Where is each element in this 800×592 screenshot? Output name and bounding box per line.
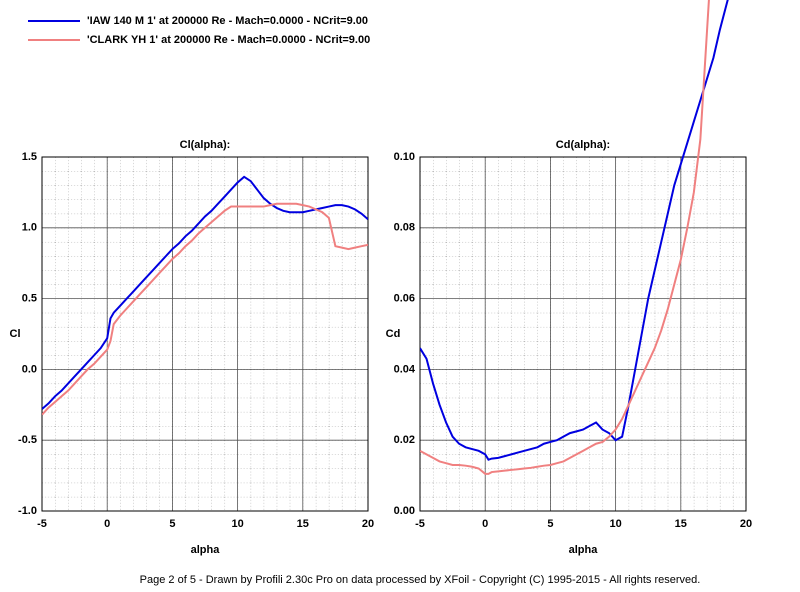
x-tick-label: 15 [675, 518, 687, 530]
x-tick-label: -5 [37, 518, 47, 530]
legend-label: 'IAW 140 M 1' at 200000 Re - Mach=0.0000… [87, 15, 368, 27]
y-tick-label: 0.08 [394, 222, 415, 234]
y-tick-label: 0.04 [394, 363, 416, 375]
x-tick-label: 0 [104, 518, 110, 530]
series-line [420, 0, 710, 475]
y-tick-label: 0.5 [22, 293, 37, 305]
x-tick-label: 10 [231, 518, 243, 530]
series-line [42, 202, 368, 416]
y-tick-label: 0.00 [394, 505, 415, 517]
footer: Page 2 of 5 - Drawn by Profili 2.30c Pro… [140, 574, 701, 586]
y-tick-label: 0.02 [394, 434, 415, 446]
x-tick-label: 20 [362, 518, 374, 530]
y-tick-label: -0.5 [18, 434, 37, 446]
x-axis-label: alpha [569, 544, 599, 556]
x-tick-label: 0 [482, 518, 488, 530]
y-tick-label: 0.06 [394, 293, 415, 305]
x-tick-label: 5 [169, 518, 175, 530]
y-axis-label: Cl [10, 328, 21, 340]
legend-label: 'CLARK YH 1' at 200000 Re - Mach=0.0000 … [87, 34, 370, 46]
x-tick-label: 15 [297, 518, 309, 530]
y-tick-label: 0.10 [394, 151, 415, 163]
plot-border [419, 156, 747, 512]
x-tick-label: 10 [609, 518, 621, 530]
chart-title: Cd(alpha): [556, 139, 610, 151]
x-tick-label: -5 [415, 518, 425, 530]
series-line [420, 0, 729, 461]
x-tick-label: 20 [740, 518, 752, 530]
x-axis-label: alpha [191, 544, 221, 556]
y-tick-label: 1.5 [22, 151, 37, 163]
chart-title: Cl(alpha): [180, 139, 231, 151]
y-tick-label: -1.0 [18, 505, 37, 517]
y-tick-label: 0.0 [22, 363, 37, 375]
y-axis-label: Cd [386, 328, 401, 340]
y-tick-label: 1.0 [22, 222, 37, 234]
x-tick-label: 5 [547, 518, 553, 530]
plot-area [420, 157, 746, 511]
series-line [42, 175, 368, 410]
plot-border [41, 156, 369, 512]
